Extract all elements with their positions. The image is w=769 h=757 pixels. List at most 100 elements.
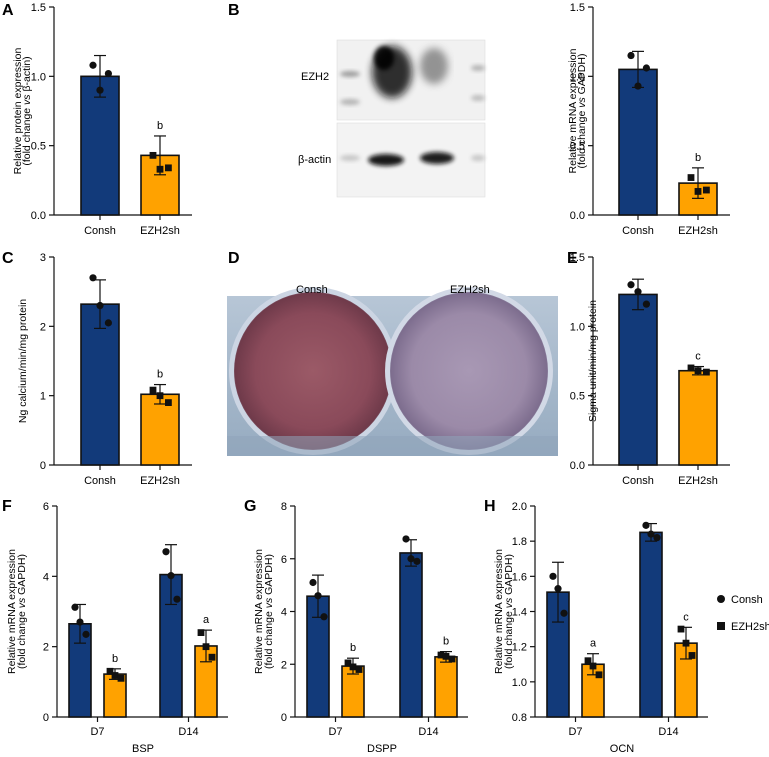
y-axis-label-part: GAPDH) — [16, 554, 28, 598]
y-axis-label-line2: (fold change vs GAPDH) — [503, 554, 515, 669]
y-axis-label-line2: (fold change vs GAPDH) — [263, 554, 275, 669]
bar — [140, 393, 180, 466]
y-tick-label: 2 — [43, 642, 49, 654]
data-point — [197, 629, 205, 636]
blot-label-ezh2: EZH2 — [301, 71, 329, 83]
y-tick-label: 1.8 — [512, 536, 527, 548]
chart-a: Consh b EZH2sh 0.0 0.5 1.0 1.5 Relative protein… — [12, 2, 192, 237]
data-point — [149, 151, 157, 159]
y-axis-label-part: vs — [21, 94, 33, 105]
x-tick-label: D7 — [328, 726, 342, 738]
panel-letter-f: F — [2, 498, 12, 515]
y-tick-label: 1.0 — [512, 677, 527, 689]
y-tick-label: 4 — [43, 571, 49, 583]
x-tick-label: Consh — [84, 475, 116, 487]
staining-photo — [227, 287, 558, 456]
data-point — [165, 164, 172, 172]
y-axis-label-part: (fold change — [503, 608, 515, 669]
legend-consh-label: Consh — [731, 594, 763, 606]
y-axis-label-part: vs — [263, 597, 275, 608]
data-point — [634, 288, 642, 296]
data-point — [344, 659, 352, 667]
chart-c: Consh b EZH2sh 0 1 2 3 Ng calcium/min/mg protei… — [17, 252, 192, 487]
blot-label-beta-actin: β-actin — [298, 154, 331, 166]
data-point — [156, 392, 164, 400]
bar — [678, 369, 718, 466]
y-tick-label: 2 — [281, 659, 287, 671]
data-point — [442, 652, 450, 660]
data-point — [687, 364, 695, 372]
panel-letter-g: G — [244, 498, 256, 515]
data-point — [106, 667, 114, 675]
significance-label: b — [695, 152, 701, 164]
data-point — [167, 572, 175, 580]
data-point — [76, 618, 84, 626]
y-axis-label-part: β-actin) — [21, 56, 33, 94]
y-axis-label: Ng calcium/min/mg protein — [17, 299, 29, 423]
y-axis-label-part: GAPDH) — [503, 554, 515, 598]
data-point — [402, 535, 410, 543]
data-point — [653, 534, 661, 542]
data-point — [642, 521, 650, 529]
data-point — [560, 609, 568, 617]
y-tick-label: 1.4 — [512, 607, 527, 619]
panel-letter-h: H — [484, 498, 496, 515]
data-point — [111, 672, 119, 679]
significance-label: b — [443, 636, 449, 648]
data-point — [104, 319, 112, 327]
chart-g: b D7 b D14 DSPP 0 2 4 6 8 Relative mRNA expression… — [253, 501, 468, 755]
chart-e: Consh c EZH2sh 0.0 0.5 1.0 1.5 Sigma unit/min/m… — [570, 252, 730, 487]
y-axis-label-part: (fold change — [21, 105, 33, 166]
y-axis-label: Sigma unit/min/mg protein — [587, 300, 599, 422]
data-point — [642, 64, 651, 72]
data-point — [677, 625, 685, 633]
x-tick-label: D14 — [178, 726, 198, 738]
data-point — [554, 585, 562, 593]
data-point — [688, 652, 696, 659]
data-point — [117, 674, 125, 682]
y-tick-label: 0 — [43, 712, 49, 724]
x-tick-label: EZH2sh — [140, 475, 180, 487]
y-axis-label: Relative mRNA expression — [567, 48, 579, 173]
y-tick-label: 3 — [40, 252, 46, 264]
data-point — [309, 578, 317, 587]
y-axis-label: Relative mRNA expression — [6, 549, 18, 674]
data-point — [82, 630, 90, 638]
y-tick-label: 1.5 — [31, 2, 46, 14]
x-tick-label: Consh — [84, 225, 116, 237]
y-axis-label-line2: (fold change vs β-actin) — [21, 56, 33, 165]
photo-label-consh: Consh — [296, 284, 328, 296]
data-point — [320, 613, 328, 621]
bar — [80, 303, 120, 466]
y-axis-label: Relative mRNA expression — [493, 549, 505, 674]
data-point — [149, 386, 157, 394]
significance-label: a — [590, 638, 597, 650]
significance-label: b — [112, 653, 118, 665]
x-tick-label: EZH2sh — [140, 225, 180, 237]
y-tick-label: 1.2 — [512, 642, 527, 654]
legend-consh-marker — [717, 595, 725, 603]
x-tick-label: D14 — [658, 726, 678, 738]
bar — [434, 656, 458, 718]
data-point — [156, 165, 164, 173]
data-point — [165, 399, 172, 406]
y-axis-label-part: GAPDH) — [263, 554, 275, 598]
y-axis-label-part: (fold change — [16, 608, 28, 669]
chart-f: b D7 a D14 BSP 0 2 4 6 Relative mRNA expression(f… — [6, 501, 228, 755]
y-axis-label-part: GAPDH) — [576, 54, 588, 98]
data-point — [703, 186, 710, 194]
y-axis-label-part: vs — [16, 597, 28, 608]
data-point — [589, 662, 597, 670]
data-point — [549, 572, 557, 580]
y-tick-label: 0.0 — [570, 460, 585, 472]
photo-label-ezh2sh: EZH2sh — [450, 284, 490, 296]
y-tick-label: 1.0 — [570, 321, 585, 333]
x-tick-label: D14 — [418, 726, 438, 738]
x-tick-label: D7 — [568, 726, 582, 738]
data-point — [202, 643, 210, 651]
significance-label: a — [203, 614, 210, 626]
bar — [618, 293, 658, 466]
x-axis-label: BSP — [132, 743, 154, 755]
western-blot-image — [336, 39, 486, 198]
panel-letter-a: A — [2, 2, 14, 19]
